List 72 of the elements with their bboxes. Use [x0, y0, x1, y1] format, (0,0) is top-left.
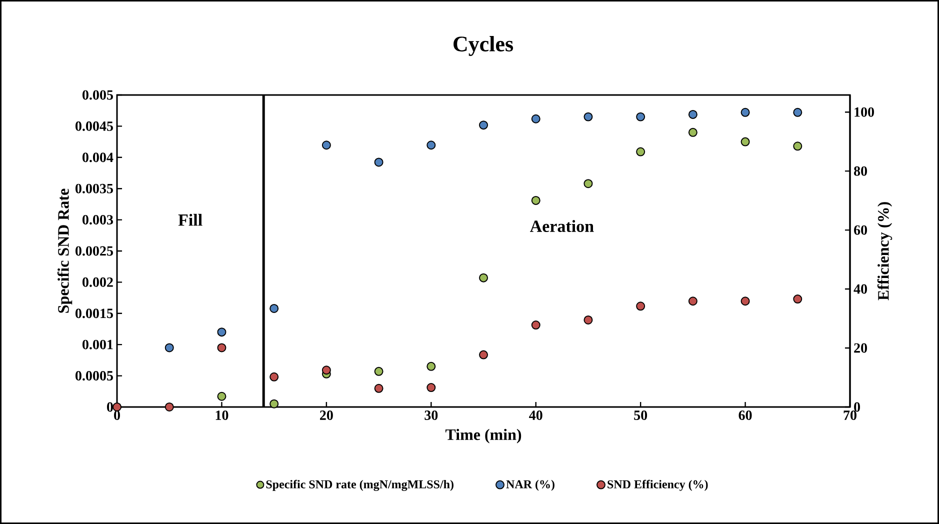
y-tick-label: 0.001	[82, 340, 113, 350]
point	[688, 128, 698, 137]
point	[217, 343, 226, 352]
point	[531, 114, 540, 124]
y-tick-label: 0.0005	[76, 371, 113, 381]
point	[740, 137, 750, 146]
point	[112, 402, 122, 412]
annotation: Aeration	[530, 220, 594, 232]
y-tick-label: 0.004	[82, 152, 114, 162]
point	[479, 120, 488, 130]
y-tick-label: 0.0025	[76, 246, 113, 256]
annotation: Fill	[178, 214, 202, 226]
point	[426, 383, 436, 392]
x-tick-label: 20	[320, 410, 333, 420]
x-tick-label: 10	[216, 410, 228, 420]
legend-label: NAR (%)	[506, 480, 554, 491]
point	[426, 140, 436, 150]
y2-axis-title: Efficiency (%)	[877, 202, 892, 300]
y-axis-title: Specific SND Rate	[57, 188, 72, 313]
x-tick-label: 50	[634, 410, 648, 420]
point	[531, 320, 540, 330]
legend-label: Specific SND rate (mgN/mgMLSS/h)	[266, 480, 454, 491]
point	[740, 296, 750, 306]
point	[636, 302, 646, 311]
point	[636, 112, 646, 122]
point	[164, 343, 174, 352]
y2-tick-label: 0	[854, 402, 860, 412]
point	[164, 402, 174, 412]
point	[479, 350, 488, 360]
y-tick-label: 0.002	[82, 277, 113, 287]
chart-title: Cycles	[454, 36, 514, 56]
x-axis-title: Time (min)	[445, 428, 522, 444]
y-tick-label: 0.0035	[76, 184, 113, 194]
point	[270, 304, 279, 313]
x-tick-label: 40	[529, 410, 542, 420]
y-tick-label: 0.0045	[76, 121, 113, 131]
point	[270, 399, 279, 408]
point	[322, 366, 331, 375]
y2-tick-label: 60	[854, 225, 867, 235]
point	[688, 110, 698, 119]
x-tick-label: 70	[844, 410, 856, 420]
x-tick-label: 0	[114, 410, 120, 420]
point	[426, 362, 436, 371]
point	[374, 158, 384, 167]
point	[584, 315, 593, 324]
point	[584, 112, 593, 122]
point	[270, 372, 279, 382]
point	[636, 147, 646, 156]
point	[793, 294, 802, 304]
y-tick-label: 0.005	[82, 90, 113, 100]
point	[479, 273, 488, 282]
y2-tick-label: 20	[854, 343, 867, 353]
y-tick-label: 0.0015	[76, 308, 113, 318]
point	[584, 179, 593, 188]
point	[531, 196, 540, 205]
point	[374, 366, 384, 376]
x-tick-label: 60	[738, 410, 752, 420]
y2-tick-label: 100	[854, 107, 874, 117]
y2-tick-label: 40	[854, 284, 867, 294]
y2-tick-label: 80	[854, 166, 867, 176]
point	[793, 142, 802, 151]
point	[322, 140, 331, 150]
x-tick-label: 30	[424, 410, 438, 420]
point	[688, 296, 698, 306]
y-tick-label: 0	[107, 402, 113, 412]
point	[740, 108, 750, 117]
point	[374, 384, 384, 393]
point	[217, 328, 226, 337]
point	[217, 392, 226, 401]
y-tick-label: 0.003	[82, 215, 113, 225]
legend-label: SND Efficiency (%)	[608, 480, 708, 491]
point	[793, 108, 802, 117]
